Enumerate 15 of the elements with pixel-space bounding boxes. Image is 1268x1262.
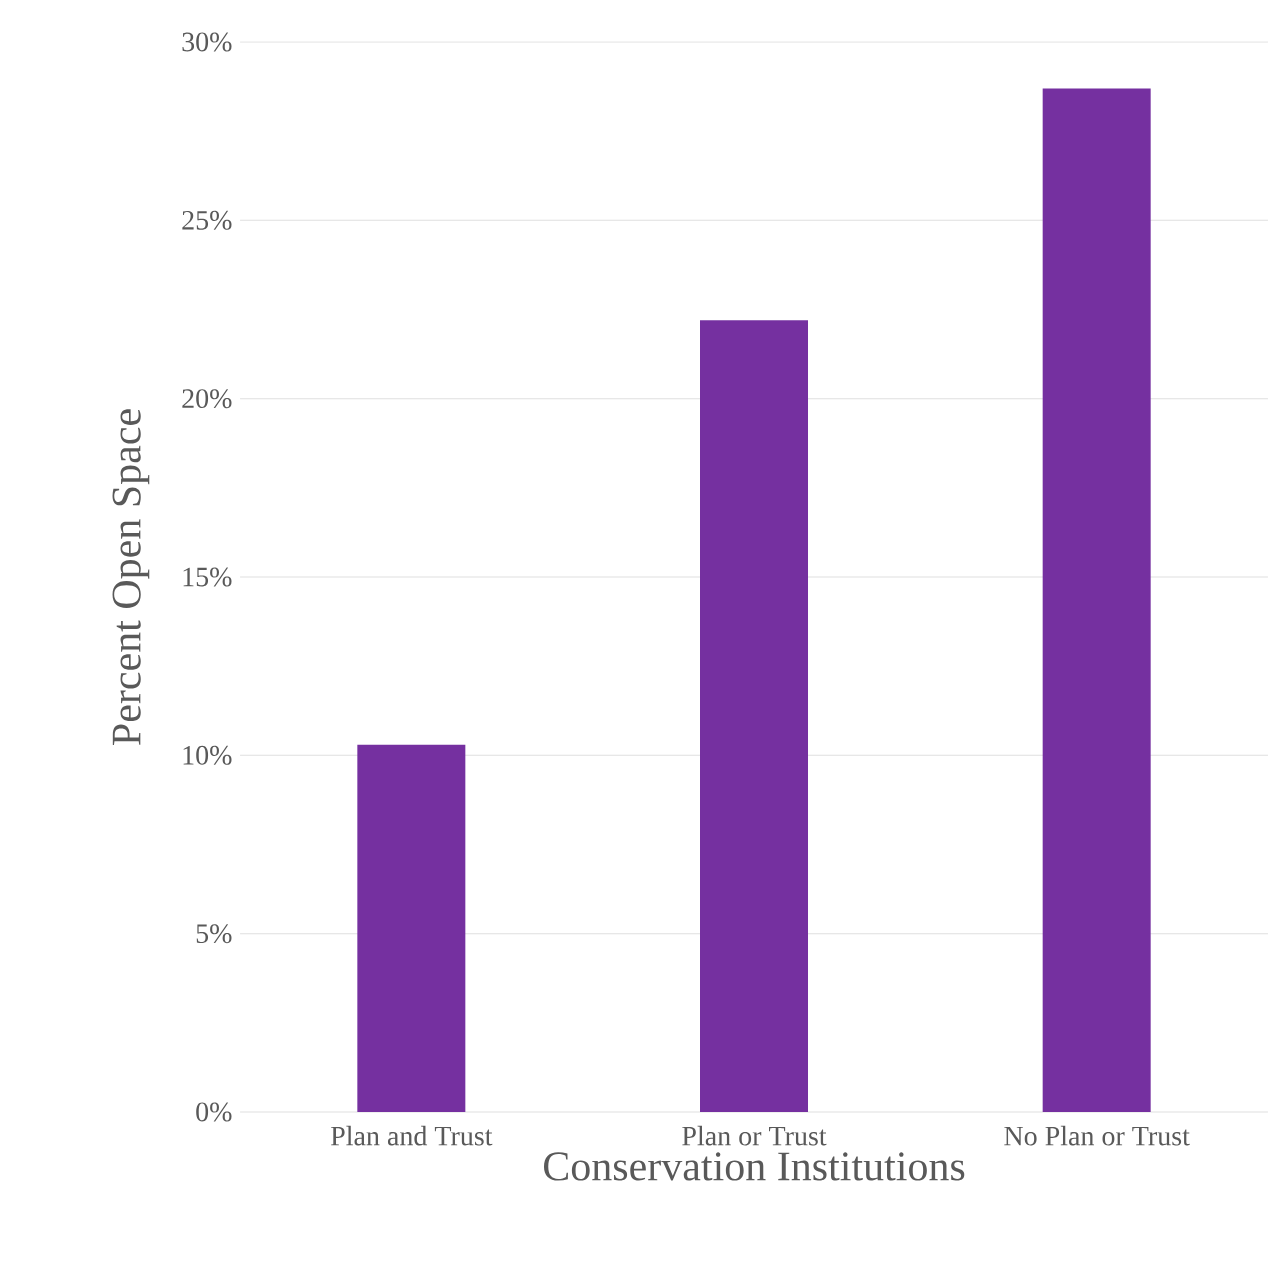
y-tick-label: 20%: [182, 389, 232, 409]
y-tick-label: 10%: [183, 745, 232, 765]
bar: [700, 320, 809, 1112]
x-axis-title: Conservation Institutions: [543, 1152, 965, 1181]
y-axis-title: Percent Open Space: [112, 409, 150, 745]
x-tick-label: No Plan or Trust: [1004, 1125, 1190, 1146]
bar: [357, 744, 466, 1112]
y-tick-label: 5%: [196, 924, 232, 944]
y-tick-label: 30%: [182, 32, 232, 52]
y-tick-label: 15%: [183, 567, 232, 587]
y-tick-label: 0%: [196, 1102, 232, 1122]
x-tick-label: Plan and Trust: [330, 1125, 493, 1146]
y-tick-label: 25%: [182, 210, 232, 230]
bar: [1042, 88, 1151, 1112]
x-tick-label: Plan or Trust: [682, 1125, 827, 1146]
